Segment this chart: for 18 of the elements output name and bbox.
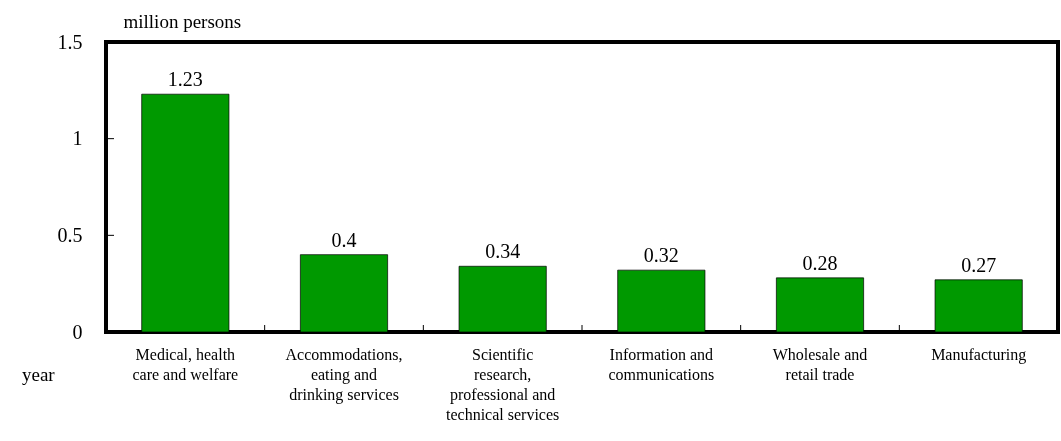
x-tick-label: Accommodations, eating and drinking services <box>285 345 403 404</box>
y-axis-title: million persons <box>123 10 242 32</box>
data-label: 0.34 <box>485 240 521 263</box>
y-tick-label: 0 <box>72 320 83 343</box>
data-label: 1.23 <box>167 68 203 91</box>
data-label: 0.4 <box>331 228 357 251</box>
data-label: 0.27 <box>961 253 997 276</box>
y-tick-label: 1 <box>72 127 83 150</box>
x-tick-label: Information and communications <box>608 345 715 383</box>
data-label: 0.32 <box>643 244 679 267</box>
x-tick-label: Manufacturing <box>931 345 1027 364</box>
x-tick-label: Medical, health care and welfare <box>132 345 239 383</box>
x-tick-label: Wholesale and retail trade <box>772 345 868 383</box>
y-tick-label: 1.5 <box>57 30 83 53</box>
x-tick-label: Scientific research, professional and technical services <box>446 345 560 423</box>
y-tick-label: 0.5 <box>57 223 83 246</box>
text: year <box>22 364 56 385</box>
data-label: 0.28 <box>802 251 838 274</box>
